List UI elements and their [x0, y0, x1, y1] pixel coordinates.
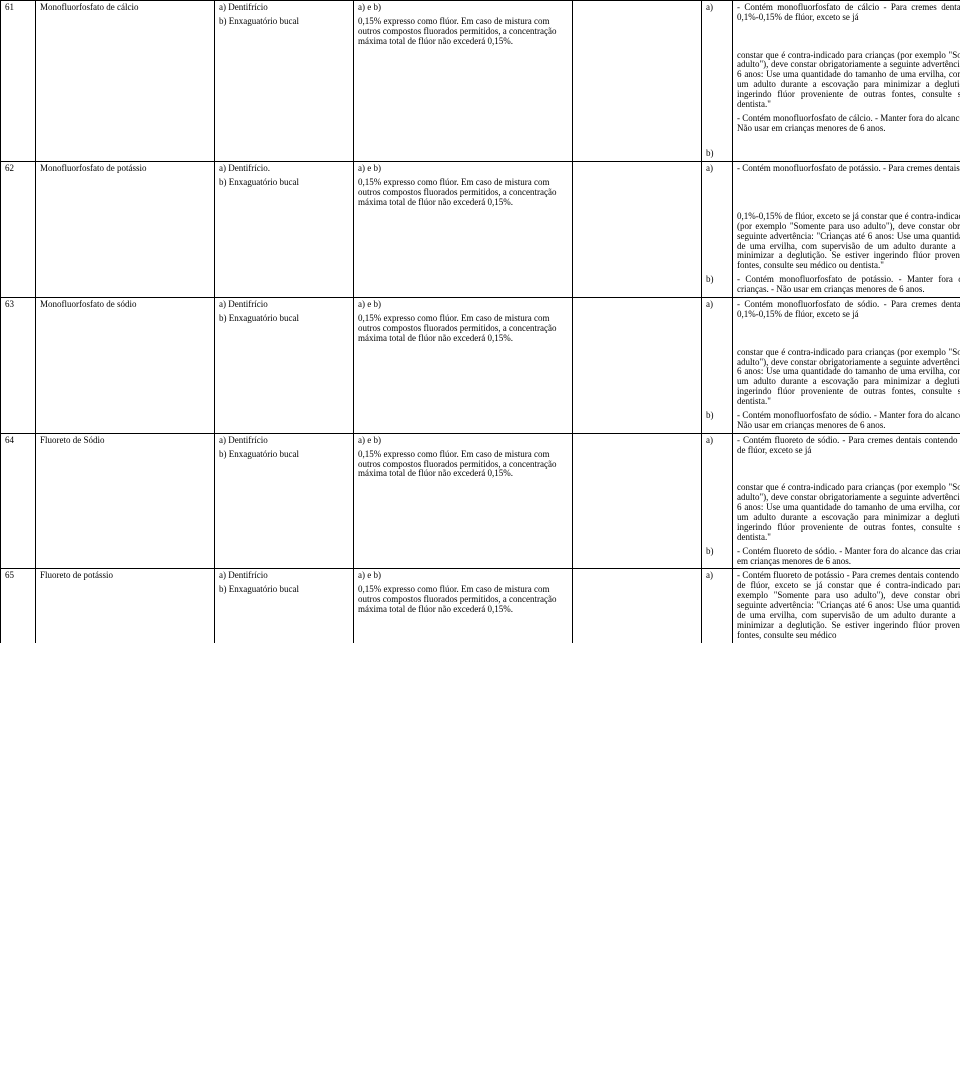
row64-substance: Fluoreto de Sódio — [36, 433, 215, 481]
cell-text: 0,15% expresso como flúor. Em caso de mi… — [358, 450, 568, 480]
cell-text: b) — [706, 148, 714, 158]
cell-text: a) Dentifrício — [219, 436, 349, 446]
row62-col6-b: b) — [702, 273, 733, 297]
row61-substance: Monofluorfosfato de cálcio — [36, 1, 215, 49]
row63-col6-b: b) — [702, 409, 733, 433]
row61-num: 61 — [1, 1, 36, 49]
row64-warning-a: - Contém fluoreto de sódio. - Para creme… — [733, 433, 960, 481]
row62-warning-b: - Contém monofluorfosfato de potássio. -… — [733, 273, 960, 297]
cell-text: 0,15% expresso como flúor. Em caso de mi… — [358, 314, 568, 344]
row62-col5 — [573, 162, 702, 210]
row62-num: 62 — [1, 162, 36, 210]
row65-warning-a: - Contém fluoreto de potássio - Para cre… — [733, 569, 960, 643]
row64-warning-mid: constar que é contra-indicado para crian… — [733, 481, 960, 544]
cell-text: b) Enxaguatório bucal — [219, 585, 349, 595]
cell-text: 0,15% expresso como flúor. Em caso de mi… — [358, 178, 568, 208]
row63-warning-b: - Contém monofluorfosfato de sódio. - Ma… — [733, 409, 960, 433]
row61-col6-b: b) — [702, 49, 733, 162]
row62-warning-mid: 0,1%-0,15% de flúor, exceto se já consta… — [733, 210, 960, 273]
row63-col4: a) e b) 0,15% expresso como flúor. Em ca… — [354, 298, 573, 346]
row62-warning-a: - Contém monofluorfosfato de potássio. -… — [733, 162, 960, 210]
cell-text: b) Enxaguatório bucal — [219, 450, 349, 460]
row65-col5 — [573, 569, 702, 643]
row61-warning-mid: constar que é contra-indicado para crian… — [733, 49, 960, 162]
row61-col3: a) Dentifrício b) Enxaguatório bucal — [215, 1, 354, 49]
row65-col6-a: a) — [702, 569, 733, 643]
row64-num: 64 — [1, 433, 36, 481]
row64-col3: a) Dentifrício b) Enxaguatório bucal — [215, 433, 354, 481]
row65-col4: a) e b) 0,15% expresso como flúor. Em ca… — [354, 569, 573, 643]
cell-text: - Contém monofluorfosfato de cálcio. - M… — [737, 114, 960, 134]
row64-col6-b: b) — [702, 545, 733, 569]
row64-col5 — [573, 433, 702, 481]
row63-col3: a) Dentifrício b) Enxaguatório bucal — [215, 298, 354, 346]
row61-col6-a: a) — [702, 1, 733, 49]
cell-text: a) e b) — [358, 3, 568, 13]
row63-col6-a: a) — [702, 298, 733, 346]
row65-substance: Fluoreto de potássio — [36, 569, 215, 643]
cell-text: a) Dentifrício. — [219, 164, 349, 174]
row63-substance: Monofluorfosfato de sódio — [36, 298, 215, 346]
cell-text: b) Enxaguatório bucal — [219, 17, 349, 27]
row65-col3: a) Dentifrício b) Enxaguatório bucal — [215, 569, 354, 643]
row61-col5 — [573, 1, 702, 49]
cell-text: a) e b) — [358, 164, 568, 174]
cell-text: b) Enxaguatório bucal — [219, 314, 349, 324]
cell-text: a) e b) — [358, 436, 568, 446]
row62-col4: a) e b) 0,15% expresso como flúor. Em ca… — [354, 162, 573, 210]
row62-col6-a: a) — [702, 162, 733, 210]
cell-text: a) Dentifrício — [219, 300, 349, 310]
cell-text: a) e b) — [358, 571, 568, 581]
row64-warning-b: - Contém fluoreto de sódio. - Manter for… — [733, 545, 960, 569]
cell-text: a) Dentifrício — [219, 3, 349, 13]
row64-col6-a: a) — [702, 433, 733, 481]
cell-text: a) e b) — [358, 300, 568, 310]
row64-col4: a) e b) 0,15% expresso como flúor. Em ca… — [354, 433, 573, 481]
cell-text: b) Enxaguatório bucal — [219, 178, 349, 188]
cell-text: constar que é contra-indicado para crian… — [737, 51, 960, 110]
row63-col5 — [573, 298, 702, 346]
row62-col3: a) Dentifrício. b) Enxaguatório bucal — [215, 162, 354, 210]
cell-text: 0,15% expresso como flúor. Em caso de mi… — [358, 17, 568, 47]
row63-warning-a: - Contém monofluorfosfato de sódio. - Pa… — [733, 298, 960, 346]
row62-substance: Monofluorfosfato de potássio — [36, 162, 215, 210]
cell-text: a) Dentifrício — [219, 571, 349, 581]
row63-num: 63 — [1, 298, 36, 346]
regulation-table: 61 Monofluorfosfato de cálcio a) Dentifr… — [0, 0, 960, 643]
row61-warning-a: - Contém monofluorfosfato de cálcio - Pa… — [733, 1, 960, 49]
row63-warning-mid: constar que é contra-indicado para crian… — [733, 346, 960, 409]
cell-text: 0,15% expresso como flúor. Em caso de mi… — [358, 585, 568, 615]
row65-num: 65 — [1, 569, 36, 643]
row61-col4: a) e b) 0,15% expresso como flúor. Em ca… — [354, 1, 573, 49]
